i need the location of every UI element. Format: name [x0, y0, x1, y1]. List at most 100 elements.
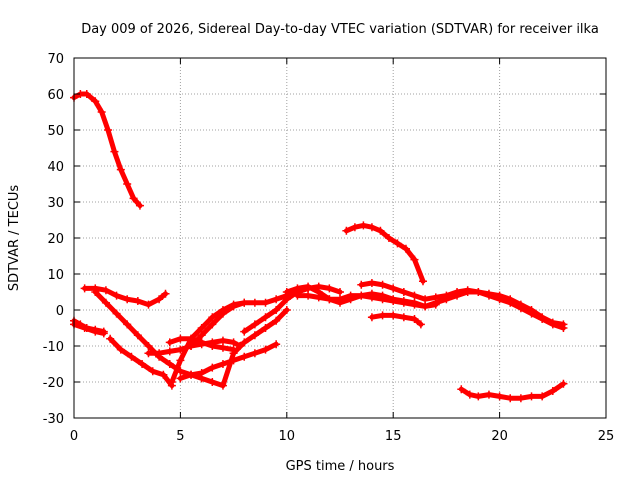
data-point	[229, 302, 238, 311]
data-point	[393, 239, 402, 248]
data-point	[197, 331, 206, 340]
data-point	[453, 288, 462, 296]
data-point	[516, 394, 525, 403]
data-point	[91, 97, 100, 106]
data-point	[384, 234, 393, 242]
data-point	[159, 370, 168, 379]
x-axis-label: GPS time / hours	[286, 459, 395, 474]
y-tick-label: 30	[47, 196, 64, 211]
data-point	[325, 295, 334, 304]
series-line	[146, 338, 243, 356]
series-line	[71, 321, 107, 336]
data-point	[304, 291, 313, 300]
data-point	[97, 108, 106, 116]
data-point	[197, 369, 206, 377]
data-point	[421, 302, 430, 311]
data-point	[548, 387, 557, 395]
data-point	[218, 343, 227, 352]
data-point	[208, 313, 217, 322]
data-point	[506, 394, 515, 403]
data-point	[176, 356, 185, 365]
data-point	[116, 165, 125, 174]
data-point	[495, 392, 504, 401]
data-point	[559, 324, 568, 332]
y-tick-label: 60	[47, 88, 64, 103]
data-point	[506, 298, 515, 307]
data-point	[304, 282, 313, 291]
y-tick-label: 10	[47, 268, 64, 283]
data-point	[336, 288, 344, 296]
data-point	[350, 223, 359, 232]
series-arc-17	[367, 311, 425, 329]
data-point	[176, 334, 185, 343]
data-point	[208, 363, 217, 372]
data-point	[144, 342, 153, 350]
data-point	[229, 345, 238, 354]
data-point	[165, 347, 174, 356]
data-point	[218, 381, 227, 390]
data-point	[484, 291, 493, 300]
data-point	[91, 288, 100, 296]
data-point	[155, 295, 164, 304]
data-point	[197, 324, 206, 332]
data-point	[474, 392, 483, 401]
data-point	[378, 311, 387, 320]
data-point	[155, 349, 164, 358]
data-point	[367, 223, 376, 232]
data-point	[261, 345, 270, 354]
data-point	[431, 293, 440, 302]
data-point	[495, 295, 504, 304]
data-point	[91, 327, 100, 336]
y-tick-label: 50	[47, 124, 64, 139]
data-point	[123, 295, 132, 304]
data-point	[378, 280, 387, 289]
data-point	[123, 180, 132, 188]
x-tick-label: 15	[385, 429, 402, 444]
data-point	[229, 356, 238, 365]
series-line	[177, 341, 279, 381]
axis-layer: 0 5 10 15 20 25 -30 -20 -10 0 10 20 30 40 50 60 70	[43, 52, 615, 444]
x-tick-label: 20	[491, 429, 508, 444]
data-point	[187, 370, 196, 379]
data-point	[378, 295, 387, 304]
data-point	[101, 298, 110, 307]
data-point	[325, 284, 334, 293]
data-point	[418, 277, 427, 286]
data-point	[133, 297, 142, 305]
data-point	[165, 360, 174, 368]
data-point	[129, 194, 138, 203]
series-arc-1	[70, 90, 144, 210]
data-point	[116, 345, 125, 354]
data-point	[261, 313, 270, 322]
data-point	[240, 298, 249, 307]
y-tick-label: 70	[47, 52, 64, 67]
data-point	[99, 329, 108, 338]
data-point	[135, 201, 144, 210]
data-point	[272, 340, 281, 349]
data-point	[208, 378, 217, 386]
data-point	[399, 288, 408, 296]
data-point	[250, 349, 259, 358]
x-tick-label: 10	[279, 429, 296, 444]
y-tick-label: 40	[47, 160, 64, 175]
data-point	[101, 286, 110, 295]
data-point	[357, 291, 366, 300]
data-point	[112, 291, 121, 300]
data-point	[218, 360, 227, 368]
series-arc-15	[342, 221, 427, 286]
data-point	[346, 291, 355, 300]
data-point	[421, 295, 430, 304]
series-arc-16	[357, 279, 568, 332]
series-arc-18	[457, 379, 568, 403]
data-point	[399, 298, 408, 307]
data-point	[144, 349, 153, 358]
y-axis-label: SDTVAR / TECUs	[7, 185, 22, 292]
data-point	[197, 338, 206, 347]
data-point	[538, 392, 547, 401]
data-point	[218, 309, 227, 318]
data-point	[272, 306, 281, 314]
data-point	[80, 324, 89, 332]
data-point	[208, 320, 217, 329]
data-point	[336, 295, 344, 304]
data-point	[282, 306, 291, 314]
